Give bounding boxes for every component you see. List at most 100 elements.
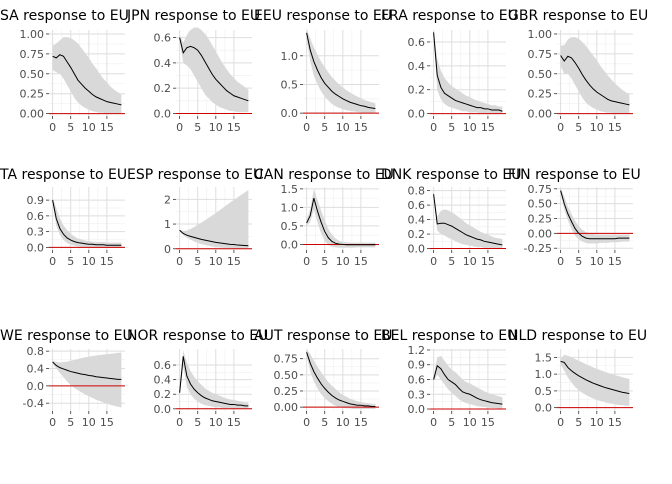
panel-title: DNK response to EU — [381, 167, 522, 183]
panel-13: 0.00 0.25 0.50 0.75 0 5 10 15 AUT response to EU — [254, 328, 392, 429]
y-tick-label: 0.6 — [408, 36, 426, 49]
x-tick-label: 0 — [49, 121, 56, 134]
x-tick-label: 5 — [321, 121, 328, 134]
x-tick-label: 5 — [194, 416, 201, 429]
response-line — [560, 55, 630, 106]
x-tick-label: 10 — [336, 121, 350, 134]
confidence-band — [433, 192, 503, 249]
y-tick-label: 0.6 — [154, 32, 172, 45]
x-tick-label: 0 — [557, 416, 564, 429]
panel-title: SA response to EU — [0, 8, 129, 24]
x-tick-label: 15 — [354, 255, 368, 268]
x-tick-label: 0 — [176, 255, 183, 268]
x-tick-label: 5 — [575, 255, 582, 268]
panel-11: -0.4 0.0 0.4 0.8 0 5 10 15 WE response to EU — [0, 328, 133, 429]
y-tick-label: 0.00 — [528, 108, 553, 121]
panel-9: 0.0 0.20.4 0.60.8 0 5 10 15 DNK response to EU — [381, 167, 522, 268]
panel-title: FRA response to EU — [381, 8, 518, 24]
confidence-band — [560, 188, 630, 244]
panel-title: GBR response to EU — [508, 8, 648, 24]
y-tick-label: 0.50 — [274, 369, 299, 382]
y-tick-label: 0.5 — [281, 78, 299, 91]
y-tick-label: 1.0 — [281, 201, 299, 214]
y-tick-label: 0.4 — [408, 60, 426, 73]
y-tick-label: 1.0 — [535, 368, 553, 381]
x-tick-label: 10 — [590, 255, 604, 268]
panel-12: 0.0 0.20.4 0.6 0 5 10 15 NOR response to EU — [127, 328, 268, 429]
response-line — [560, 190, 630, 240]
panel-title: BEL response to EU — [381, 328, 517, 344]
panel-title: NOR response to EU — [127, 328, 268, 344]
x-tick-label: 15 — [100, 121, 114, 134]
panel-14: 0.0 0.30.6 0.9 1.2 0 5 10 15 BEL response to EU — [381, 328, 517, 429]
y-tick-label: 0 — [164, 243, 171, 256]
x-tick-label: 10 — [336, 416, 350, 429]
confidence-band — [179, 350, 249, 409]
x-tick-label: 5 — [67, 121, 74, 134]
x-tick-label: 5 — [194, 255, 201, 268]
panel-6: 0.0 0.3 0.6 0.9 0 5 10 15 TA response to EU — [0, 167, 127, 268]
y-tick-label: 1.2 — [408, 344, 426, 357]
response-line — [433, 364, 503, 405]
x-tick-label: 5 — [321, 416, 328, 429]
panel-title: ESP response to EU — [127, 167, 263, 183]
panel-4: 0.0 0.2 0.4 0.6 0 5 10 15 FRA response to EU — [381, 8, 518, 134]
y-tick-label: 0.75 — [528, 48, 553, 61]
x-tick-label: 15 — [354, 416, 368, 429]
y-tick-label: 0.50 — [528, 198, 553, 211]
y-tick-label: 0.0 — [27, 241, 45, 254]
y-tick-label: 0.75 — [274, 353, 299, 366]
panel-5: 0.00 0.25 0.50 0.75 1.00 0 5 10 15 GBR response t… — [508, 8, 648, 134]
x-tick-label: 0 — [430, 121, 437, 134]
x-tick-label: 10 — [590, 121, 604, 134]
x-tick-label: 10 — [82, 255, 96, 268]
y-tick-label: 2 — [164, 193, 171, 206]
panel-15: 0.0 0.5 1.0 1.5 0 5 10 15 NLD response to EU — [508, 328, 647, 429]
x-tick-label: 5 — [448, 121, 455, 134]
y-tick-label: 0.6 — [408, 374, 426, 387]
x-tick-label: 5 — [194, 121, 201, 134]
x-tick-label: 15 — [481, 121, 495, 134]
confidence-band — [560, 354, 630, 406]
x-tick-label: 15 — [100, 416, 114, 429]
plot-area — [49, 187, 125, 250]
panel-title: AUT response to EU — [254, 328, 392, 344]
y-tick-label: 0.0 — [27, 380, 45, 393]
confidence-band — [560, 37, 630, 114]
confidence-band — [52, 37, 122, 114]
y-tick-label: -0.4 — [23, 397, 44, 410]
y-tick-label: 0.0 — [408, 108, 426, 121]
y-tick-label: 0.2 — [408, 228, 426, 241]
x-tick-label: 15 — [608, 416, 622, 429]
x-tick-label: 10 — [82, 416, 96, 429]
y-tick-label: 0.0 — [281, 238, 299, 251]
panel-2: 0.0 0.2 0.4 0.6 0 5 10 15 JPN response to EU — [126, 8, 260, 134]
confidence-band — [52, 197, 122, 248]
y-tick-label: 0.3 — [408, 388, 426, 401]
x-tick-label: 0 — [557, 255, 564, 268]
y-tick-label: 1.5 — [281, 183, 299, 196]
confidence-band — [433, 30, 503, 114]
confidence-band — [306, 349, 376, 410]
x-tick-label: 5 — [448, 255, 455, 268]
x-tick-label: 0 — [303, 121, 310, 134]
x-tick-label: 0 — [430, 416, 437, 429]
x-tick-label: 5 — [575, 121, 582, 134]
x-tick-label: 0 — [176, 416, 183, 429]
response-line — [306, 32, 376, 110]
confidence-band — [52, 352, 122, 408]
panel-title: JPN response to EU — [126, 8, 260, 24]
y-tick-label: 0.25 — [528, 213, 553, 226]
panel-title: WE response to EU — [0, 328, 133, 344]
response-line — [560, 360, 630, 395]
panel-10: -0.25 0.000.25 0.50 0.75 0 5 10 15 FIN response … — [508, 167, 641, 268]
response-line — [306, 197, 376, 246]
y-tick-label: 0.4 — [154, 57, 172, 70]
y-tick-label: 0.2 — [408, 84, 426, 97]
x-tick-label: 5 — [575, 416, 582, 429]
panel-3: 0.0 0.5 1.0 0 5 10 15 EEU response to EU — [254, 8, 392, 134]
x-tick-label: 0 — [49, 255, 56, 268]
y-tick-label: 0.75 — [528, 183, 553, 196]
x-tick-label: 5 — [321, 255, 328, 268]
